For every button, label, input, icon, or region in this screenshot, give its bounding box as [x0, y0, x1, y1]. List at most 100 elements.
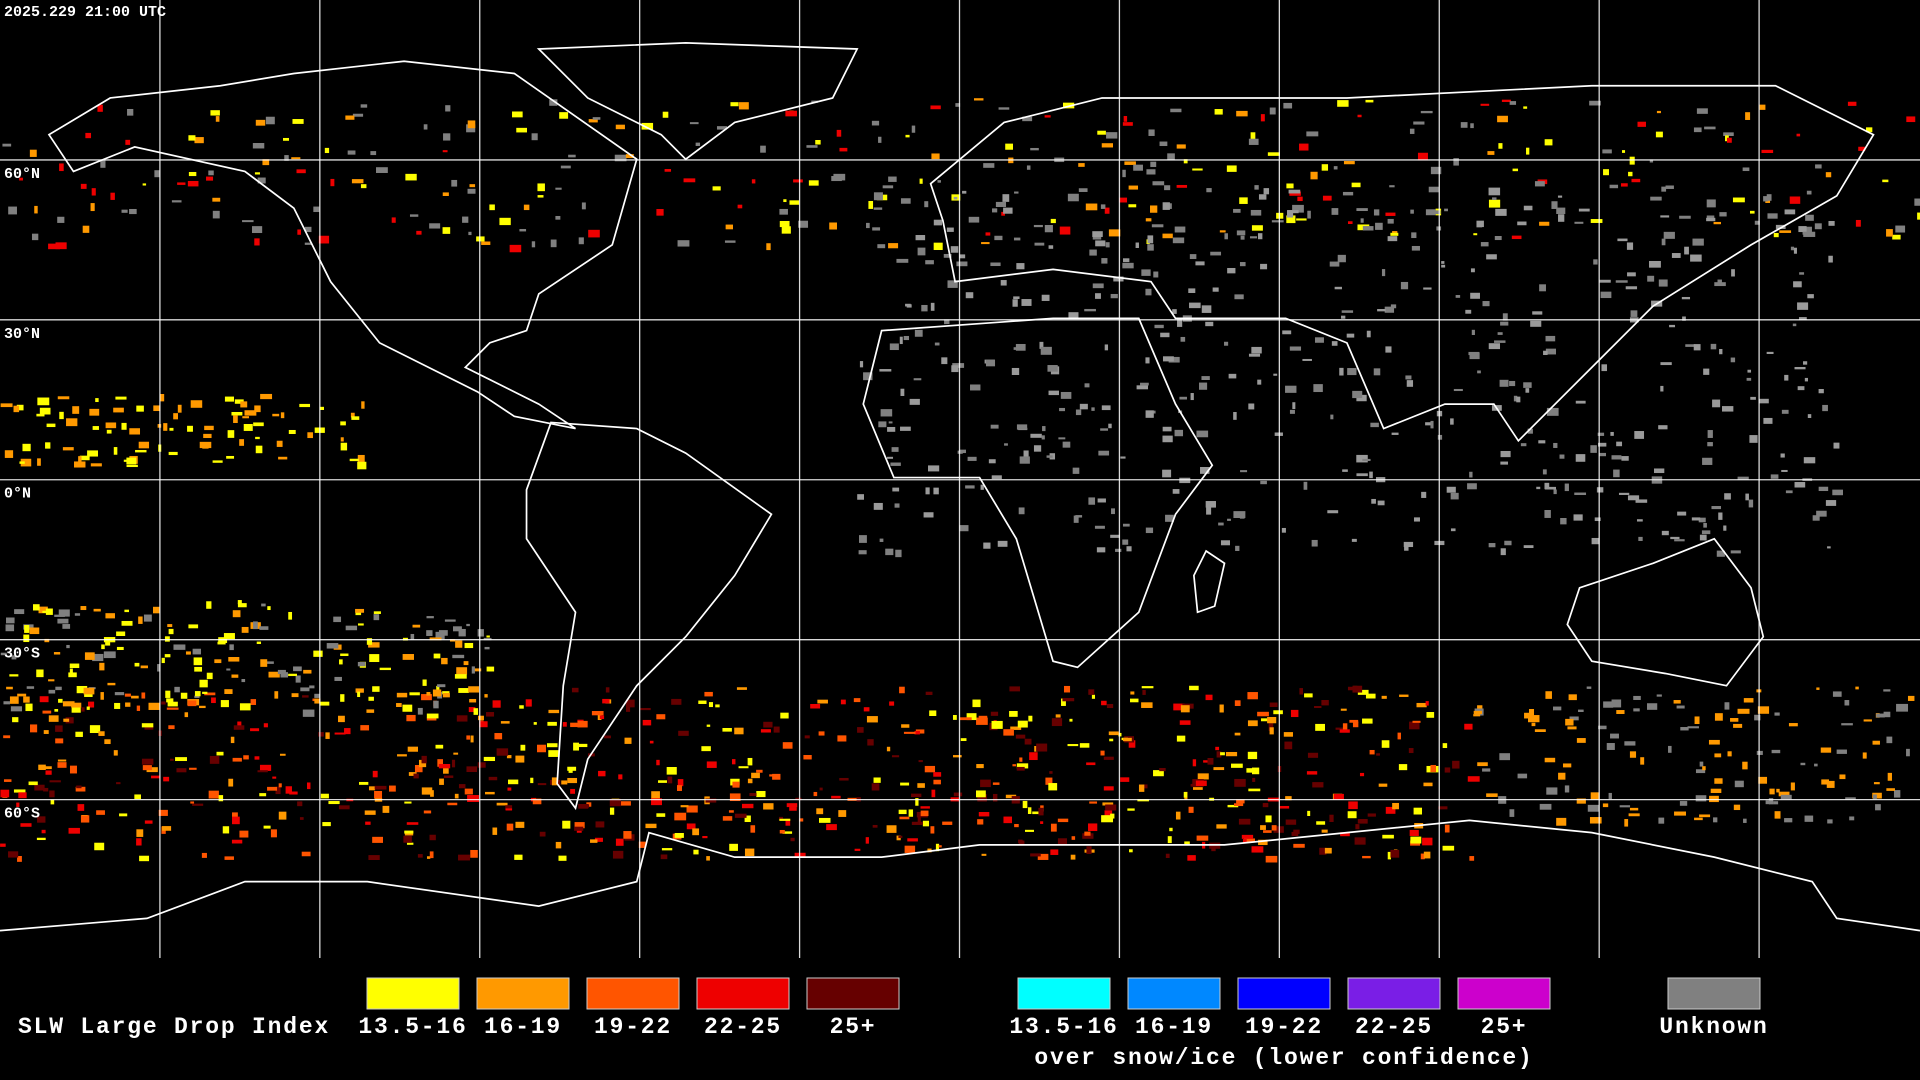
cloud-pixel — [1254, 185, 1259, 190]
cloud-pixel — [924, 765, 936, 773]
cloud-pixel — [929, 710, 937, 717]
cloud-pixel — [571, 687, 579, 693]
cloud-pixel — [857, 494, 865, 500]
cloud-pixel — [418, 759, 427, 768]
cloud-pixel — [1086, 846, 1092, 855]
cloud-pixel — [928, 465, 940, 472]
cloud-pixel — [1174, 226, 1186, 233]
cloud-pixel — [1671, 253, 1681, 258]
cloud-pixel — [357, 691, 361, 698]
cloud-pixel — [1425, 422, 1433, 426]
cloud-pixel — [915, 798, 919, 806]
cloud-pixel — [793, 179, 803, 183]
cloud-pixel — [479, 721, 488, 728]
cloud-pixel — [166, 707, 179, 710]
cloud-pixel — [421, 787, 433, 795]
cloud-pixel — [1048, 390, 1060, 396]
cloud-pixel — [466, 766, 478, 773]
cloud-pixel — [1387, 236, 1398, 242]
cloud-pixel — [887, 426, 896, 432]
cloud-pixel — [34, 205, 38, 214]
cloud-pixel — [806, 145, 818, 148]
cloud-pixel — [1669, 324, 1676, 328]
cloud-pixel — [570, 788, 576, 794]
cloud-pixel — [121, 422, 127, 430]
cloud-pixel — [1599, 452, 1607, 457]
cloud-pixel — [43, 766, 52, 770]
cloud-pixel — [114, 692, 125, 696]
cloud-pixel — [1219, 704, 1224, 713]
cloud-pixel — [1019, 456, 1030, 464]
cloud-pixel — [933, 779, 941, 785]
cloud-pixel — [853, 698, 861, 703]
cloud-pixel — [1165, 514, 1174, 522]
latitude-label: 60°N — [4, 166, 40, 183]
cloud-pixel — [87, 450, 99, 457]
cloud-pixel — [467, 120, 476, 129]
cloud-pixel — [871, 783, 880, 791]
cloud-pixel — [1480, 103, 1490, 106]
cloud-pixel — [1285, 819, 1297, 825]
cloud-pixel — [38, 764, 46, 770]
cloud-pixel — [1334, 286, 1342, 290]
cloud-pixel — [1224, 233, 1228, 240]
cloud-pixel — [867, 739, 874, 746]
cloud-pixel — [447, 802, 458, 806]
cloud-pixel — [1517, 221, 1527, 226]
cloud-pixel — [918, 760, 923, 763]
cloud-pixel — [9, 674, 19, 677]
cloud-pixel — [414, 765, 423, 773]
cloud-pixel — [228, 778, 234, 787]
cloud-pixel — [1509, 380, 1516, 387]
cloud-pixel — [908, 809, 914, 817]
cloud-pixel — [1565, 718, 1574, 726]
cloud-pixel — [299, 817, 304, 820]
cloud-pixel — [1102, 802, 1114, 806]
cloud-pixel — [1814, 223, 1822, 230]
cloud-pixel — [658, 780, 667, 783]
cloud-pixel — [1263, 830, 1272, 833]
cloud-pixel — [257, 177, 266, 184]
cloud-pixel — [188, 624, 199, 629]
cloud-pixel — [886, 456, 894, 459]
cloud-pixel — [22, 443, 31, 452]
cloud-pixel — [1714, 282, 1726, 287]
cloud-pixel — [588, 229, 600, 238]
cloud-pixel — [1033, 224, 1043, 228]
cloud-pixel — [34, 784, 45, 791]
cloud-pixel — [1806, 190, 1812, 195]
cloud-pixel — [577, 720, 588, 728]
cloud-pixel — [722, 816, 733, 821]
cloud-pixel — [1037, 853, 1049, 860]
cloud-pixel — [1551, 201, 1558, 209]
cloud-pixel — [885, 548, 894, 556]
cloud-pixel — [1331, 341, 1338, 346]
cloud-pixel — [278, 456, 288, 460]
cloud-pixel — [729, 843, 738, 851]
cloud-pixel — [1792, 323, 1797, 327]
cloud-pixel — [1084, 308, 1096, 312]
cloud-pixel — [1674, 811, 1687, 816]
cloud-pixel — [1574, 221, 1584, 224]
cloud-pixel — [1844, 700, 1850, 706]
cloud-pixel — [267, 786, 278, 791]
cloud-pixel — [82, 225, 90, 233]
cloud-pixel — [1832, 489, 1843, 496]
cloud-pixel — [1523, 382, 1532, 388]
cloud-pixel — [326, 643, 339, 649]
cloud-pixel — [1224, 341, 1229, 346]
cloud-pixel — [1886, 736, 1893, 744]
cloud-pixel — [1101, 258, 1108, 264]
cloud-pixel — [1814, 763, 1818, 767]
cloud-pixel — [1567, 726, 1577, 730]
cloud-pixel — [226, 668, 231, 671]
cloud-pixel — [322, 822, 331, 827]
cloud-pixel — [1162, 356, 1174, 362]
cloud-pixel — [116, 782, 121, 785]
cloud-pixel — [1876, 713, 1885, 718]
cloud-pixel — [1694, 716, 1700, 725]
cloud-pixel — [1101, 143, 1114, 148]
cloud-pixel — [1050, 218, 1056, 224]
cloud-pixel — [119, 813, 128, 817]
cloud-pixel — [1556, 817, 1567, 826]
